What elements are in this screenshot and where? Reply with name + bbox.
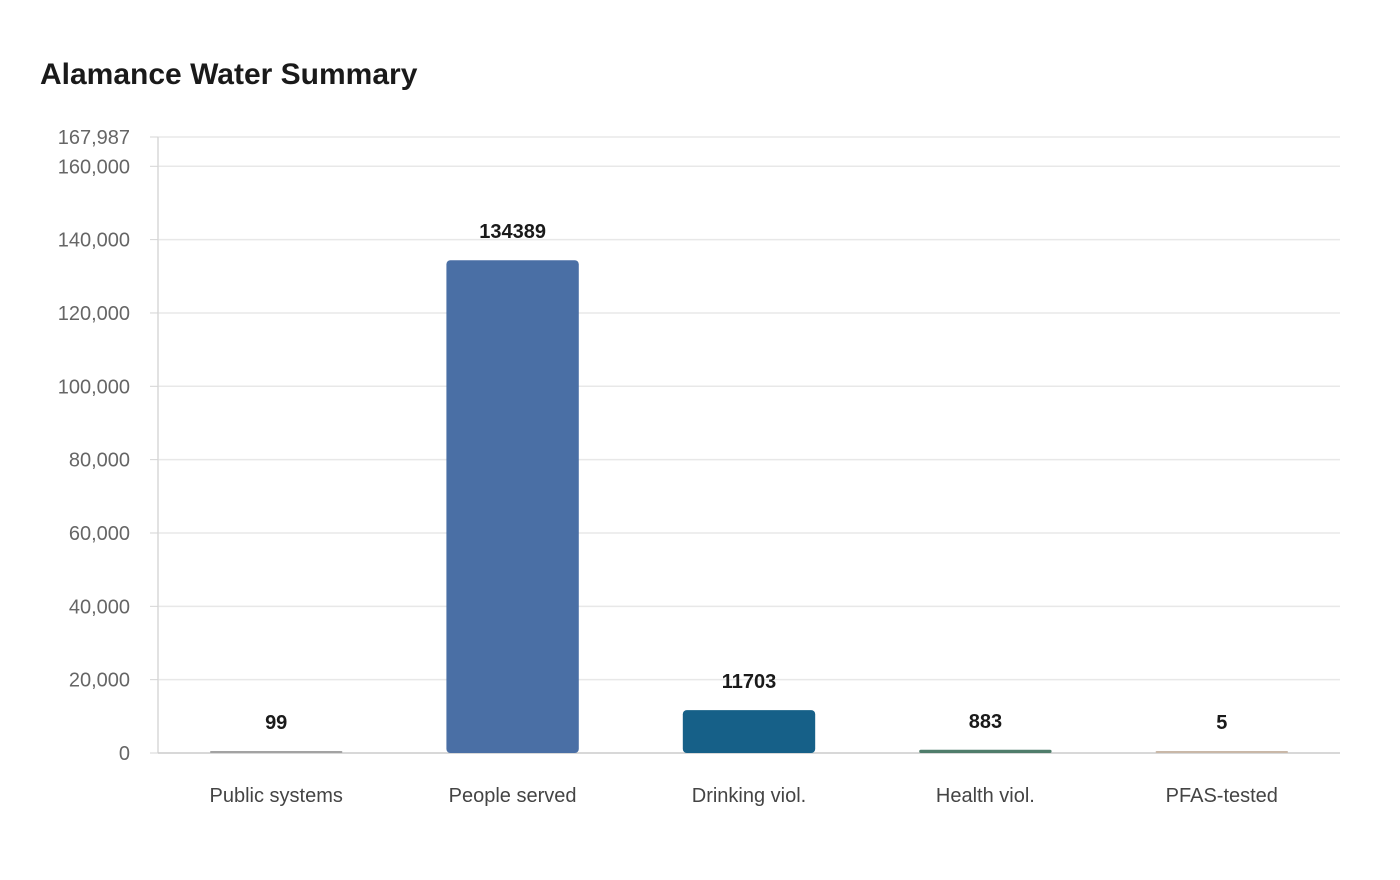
y-tick-label: 120,000 xyxy=(58,303,130,325)
x-tick-label: Drinking viol. xyxy=(692,785,806,807)
y-tick-label: 140,000 xyxy=(58,230,130,252)
data-label: 5 xyxy=(1216,712,1227,734)
data-label: 99 xyxy=(265,712,287,734)
bar xyxy=(446,260,579,753)
y-tick-label: 100,000 xyxy=(58,376,130,398)
y-axis-ticks: 0 20,000 40,000 60,000 80,000 100,000 120,000 1… xyxy=(58,127,158,765)
data-label: 134389 xyxy=(479,221,546,243)
chart-title: Alamance Water Summary xyxy=(40,58,418,91)
bar xyxy=(682,710,816,753)
gridlines xyxy=(158,136,1340,681)
data-label: 11703 xyxy=(722,671,777,693)
data-labels: 99 134389 11703 883 5 xyxy=(265,221,1227,734)
bars xyxy=(210,260,1288,753)
y-tick-label: 167,987 xyxy=(58,127,130,149)
y-tick-label: 160,000 xyxy=(58,156,130,178)
y-tick-label: 60,000 xyxy=(69,523,130,545)
y-tick-label: 0 xyxy=(119,743,130,765)
bar xyxy=(919,749,1052,753)
x-axis-ticks: Public systems People served Drinking viol… xyxy=(210,785,1278,807)
axes xyxy=(157,137,1340,754)
x-tick-label: PFAS-tested xyxy=(1166,785,1278,807)
y-tick-label: 40,000 xyxy=(69,596,130,618)
data-label: 883 xyxy=(969,711,1002,733)
y-tick-label: 80,000 xyxy=(69,450,130,472)
bar xyxy=(1155,751,1288,753)
y-tick-label: 20,000 xyxy=(69,670,130,692)
x-tick-label: People served xyxy=(449,785,577,807)
bar xyxy=(210,751,343,753)
x-tick-label: Public systems xyxy=(210,785,343,807)
x-tick-label: Health viol. xyxy=(936,785,1035,807)
